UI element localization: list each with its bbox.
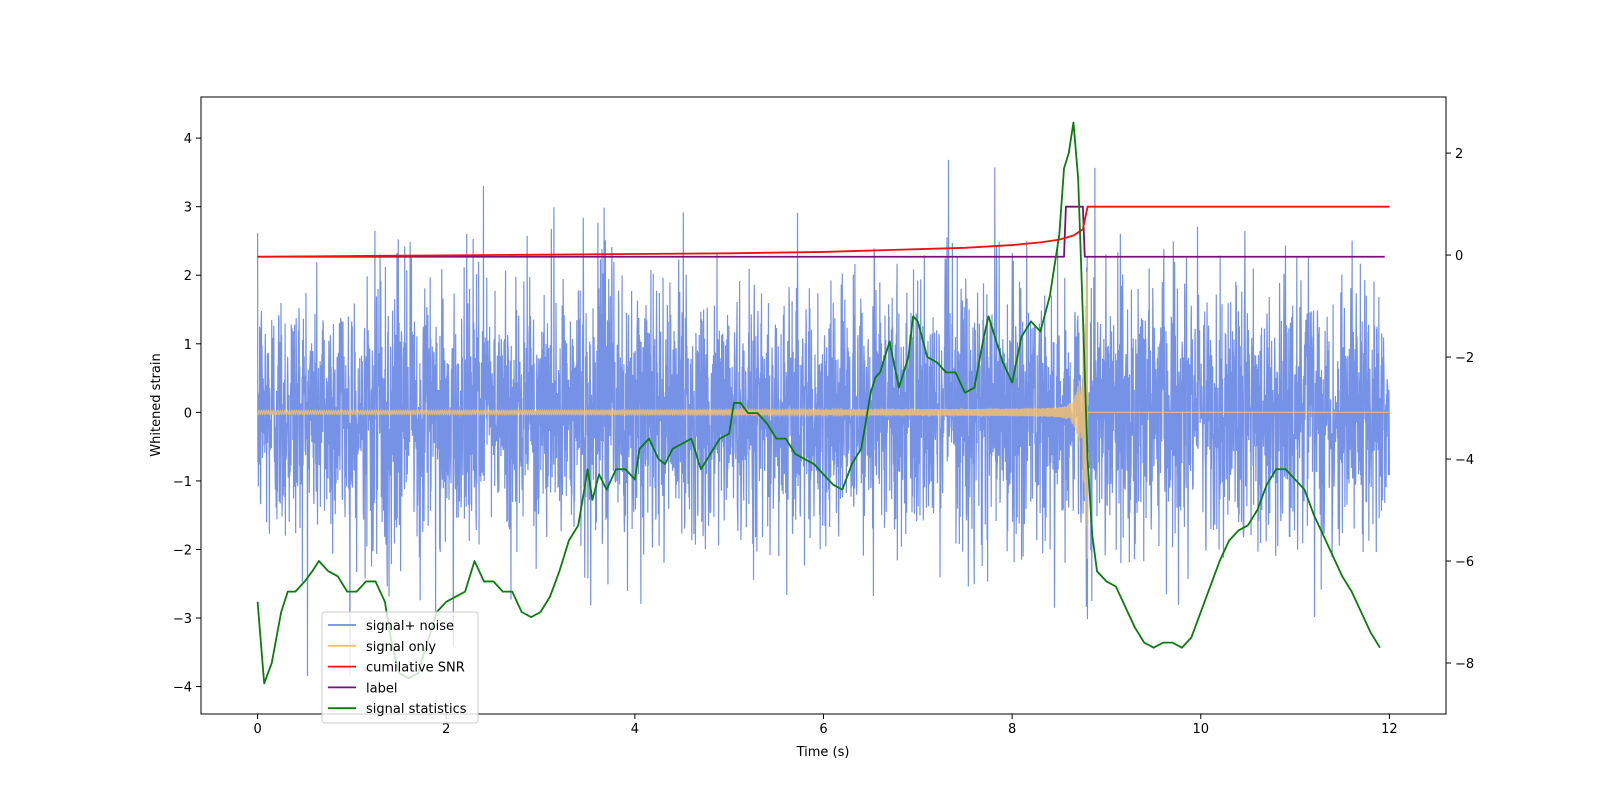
y-right-tick-label: −8	[1455, 657, 1474, 672]
y-left-tick-label: 1	[184, 338, 192, 353]
plot-series-group	[256, 121, 1391, 685]
legend-label: signal only	[366, 640, 436, 655]
y-left-tick-label: 4	[184, 132, 192, 147]
legend-label: signal+ noise	[366, 619, 454, 634]
legend-label: signal statistics	[366, 702, 467, 717]
y-left-tick-label: −1	[173, 475, 192, 490]
x-tick-label: 4	[631, 722, 639, 737]
y-left-tick-label: 3	[184, 201, 192, 216]
x-axis-label: Time (s)	[796, 745, 850, 760]
x-tick-label: 10	[1192, 722, 1209, 737]
series-line-signal-statistics	[256, 121, 1381, 685]
series-line-cumulative-snr	[257, 205, 1390, 258]
plot-content	[256, 121, 1391, 685]
y-right-tick-label: 2	[1455, 147, 1463, 162]
y-right-tick-label: 0	[1455, 249, 1463, 264]
series-line-label	[257, 205, 1385, 258]
y-left-tick-label: 0	[184, 406, 192, 421]
y-left-tick-label: −4	[173, 681, 192, 696]
x-tick-label: 12	[1381, 722, 1398, 737]
x-tick-label: 0	[253, 722, 261, 737]
y-left-tick-label: −3	[173, 612, 192, 627]
y-right-tick-label: −4	[1455, 453, 1474, 468]
legend: signal+ noise signal only cumilative SNR la…	[321, 611, 479, 724]
y-right-tick-label: −2	[1455, 351, 1474, 366]
x-tick-label: 6	[819, 722, 827, 737]
x-tick-label: 2	[442, 722, 450, 737]
legend-label: cumilative SNR	[366, 661, 465, 676]
legend-label: label	[366, 681, 397, 696]
y-left-tick-label: −2	[173, 543, 192, 558]
y-right-tick-label: −6	[1455, 555, 1474, 570]
y-axis-label: Whitened strain	[149, 353, 164, 456]
y-left-tick-label: 2	[184, 269, 192, 284]
x-tick-label: 8	[1008, 722, 1016, 737]
legend-box	[321, 611, 479, 724]
series-line-signal-only	[257, 271, 1390, 559]
